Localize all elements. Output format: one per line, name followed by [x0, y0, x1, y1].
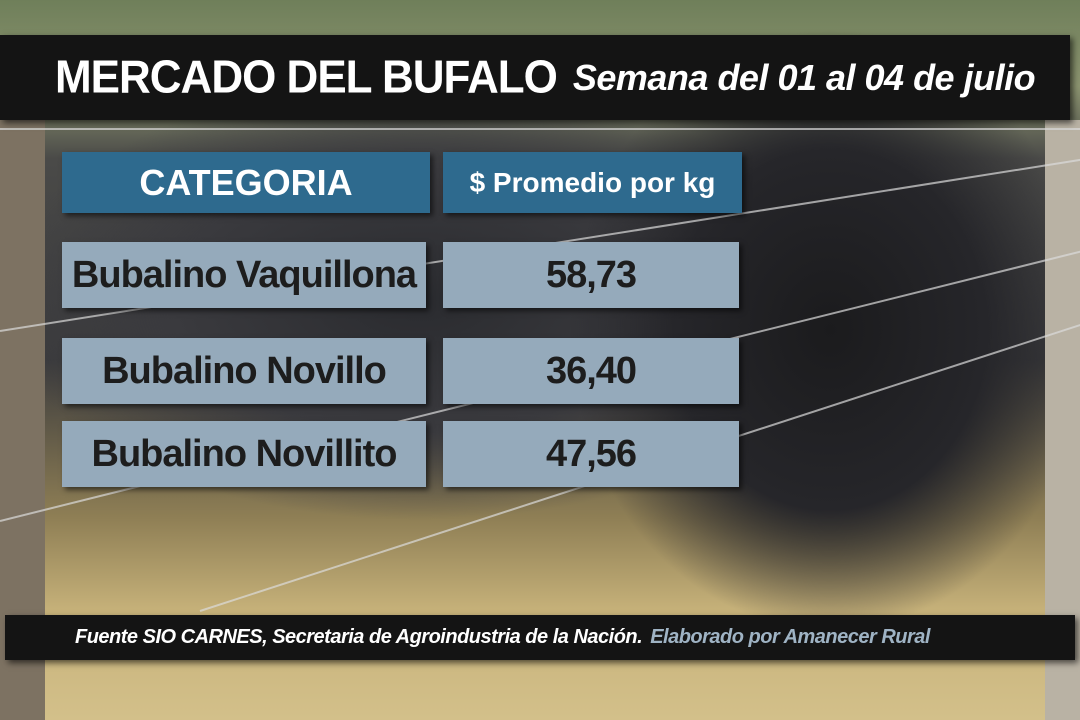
row-price: 36,40 [443, 338, 739, 404]
footer-bar: Fuente SIO CARNES, Secretaria de Agroind… [5, 615, 1075, 660]
row-price: 47,56 [443, 421, 739, 487]
source-text: Fuente SIO CARNES, Secretaria de Agroind… [75, 626, 643, 648]
row-price: 58,73 [443, 242, 739, 308]
credit-text: Elaborado por Amanecer Rural [650, 626, 930, 648]
title-bar: MERCADO DEL BUFALO Semana del 01 al 04 d… [0, 35, 1070, 120]
header-price: $ Promedio por kg [443, 152, 742, 213]
row-category: Bubalino Novillo [62, 338, 426, 404]
row-category: Bubalino Novillito [62, 421, 426, 487]
page-subtitle: Semana del 01 al 04 de julio [572, 56, 1036, 98]
page-title: MERCADO DEL BUFALO [55, 51, 558, 103]
fence-wire [0, 128, 1080, 130]
row-category: Bubalino Vaquillona [62, 242, 426, 308]
header-category: CATEGORIA [62, 152, 430, 213]
